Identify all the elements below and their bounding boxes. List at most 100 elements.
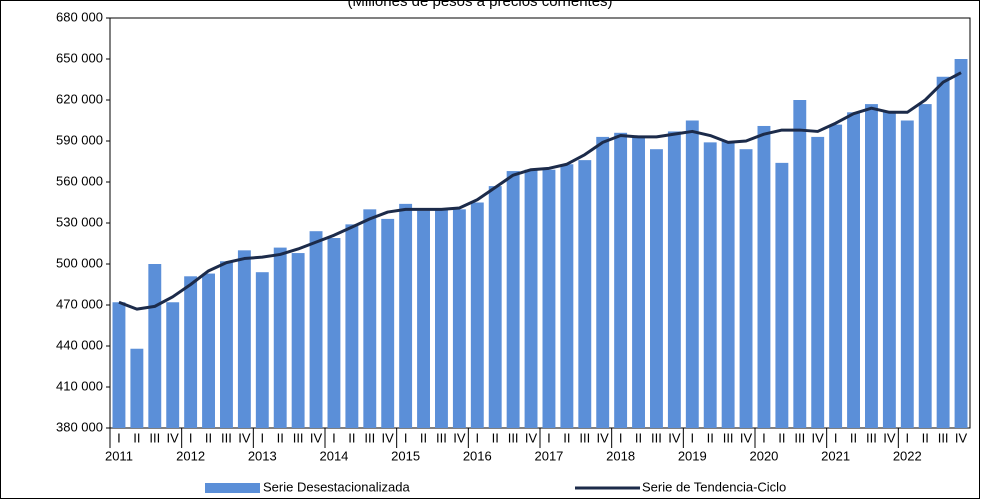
x-tick-label: II [635,430,642,445]
x-tick-label: I [475,430,479,445]
bar [703,142,717,428]
x-group-label: 2022 [893,448,922,463]
x-tick-label: II [277,430,284,445]
bar [667,131,681,428]
x-tick-label: III [293,430,304,445]
bar [918,104,932,428]
bar [327,238,341,428]
x-tick-label: II [563,430,570,445]
x-tick-label: IV [382,430,395,445]
x-group-label: 2013 [248,448,277,463]
x-tick-label: II [707,430,714,445]
bar [739,149,753,428]
y-tick-label: 620 000 [56,91,103,106]
x-tick-label: I [834,430,838,445]
bar [757,125,771,428]
bar [399,203,413,428]
x-tick-label: I [762,430,766,445]
x-tick-label: II [205,430,212,445]
bar [166,302,180,428]
x-tick-label: IV [238,430,251,445]
bar [578,160,592,428]
bar [184,276,198,428]
bar [685,120,699,428]
x-tick-label: III [436,430,447,445]
bar [435,209,448,428]
bar [148,264,162,428]
x-tick-label: IV [740,430,753,445]
x-tick-label: I [905,430,909,445]
y-tick-label: 560 000 [56,173,103,188]
x-tick-label: II [922,430,929,445]
x-tick-label: IV [668,430,681,445]
x-tick-label: I [690,430,694,445]
bar [847,112,860,429]
bar [255,272,269,428]
bar [596,136,610,428]
x-tick-label: I [547,430,551,445]
x-tick-label: III [364,430,375,445]
x-tick-label: II [133,430,140,445]
x-tick-label: I [117,430,121,445]
bar [452,209,466,428]
bar [865,104,878,428]
legend-label: Serie Desestacionalizada [263,479,410,494]
x-group-label: 2021 [821,448,850,463]
y-tick-label: 680 000 [56,9,103,24]
legend-label: Serie de Tendencia-Ciclo [642,479,786,494]
x-tick-label: III [651,430,662,445]
y-tick-label: 650 000 [56,50,103,65]
x-group-label: 2011 [105,448,133,463]
legend-swatch [205,483,260,493]
bar [237,250,251,428]
x-group-label: 2014 [319,448,348,463]
x-tick-label: IV [525,430,538,445]
bar [829,124,843,428]
y-tick-label: 410 000 [56,378,103,393]
bar [936,76,950,429]
bar [470,202,484,428]
x-tick-label: IV [955,430,968,445]
x-group-label: 2015 [391,448,420,463]
bar [130,348,144,428]
bar [793,100,807,428]
x-tick-label: III [938,430,949,445]
bar [112,302,126,428]
x-tick-label: II [492,430,499,445]
bar [632,136,645,428]
x-group-label: 2020 [749,448,778,463]
x-tick-label: III [579,430,590,445]
bar [220,261,233,428]
bar [506,171,520,429]
x-tick-label: III [508,430,519,445]
y-tick-label: 530 000 [56,214,103,229]
bar [273,247,287,428]
y-tick-label: 500 000 [56,255,103,270]
x-tick-label: I [189,430,193,445]
bar [560,164,574,428]
y-tick-label: 380 000 [56,419,103,434]
x-tick-label: III [794,430,805,445]
x-tick-label: II [420,430,427,445]
bar [882,110,896,428]
chart-title: (Millones de pesos a precios corrientes) [347,0,612,10]
x-group-label: 2019 [678,448,707,463]
x-tick-label: III [723,430,734,445]
bar [775,162,789,428]
x-tick-label: IV [597,430,610,445]
x-group-label: 2016 [463,448,492,463]
y-tick-label: 470 000 [56,296,103,311]
x-tick-label: I [332,430,336,445]
bar [811,136,825,428]
x-group-label: 2012 [176,448,205,463]
bar [954,59,968,428]
y-tick-label: 590 000 [56,132,103,147]
bar [381,218,395,428]
x-tick-label: I [404,430,408,445]
trend-line [118,71,962,311]
x-tick-label: IV [453,430,466,445]
bar [202,273,215,428]
x-tick-label: I [260,430,264,445]
bar [542,169,556,428]
